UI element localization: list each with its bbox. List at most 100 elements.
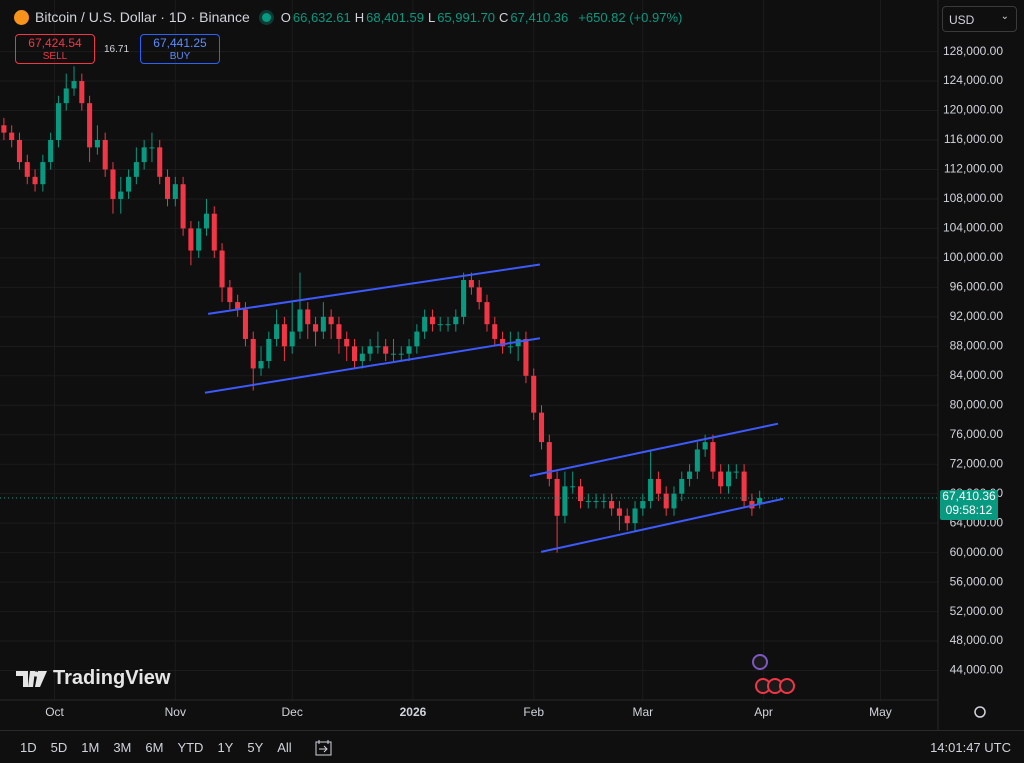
candle-body bbox=[79, 81, 85, 104]
y-tick-label: 96,000.00 bbox=[950, 280, 1004, 294]
candle-body bbox=[157, 147, 163, 177]
candle-body bbox=[414, 331, 420, 347]
ohlc-value: 68,401.59 bbox=[366, 9, 424, 25]
candle-body bbox=[196, 228, 202, 251]
x-tick-label: 2026 bbox=[400, 705, 427, 719]
last-price-box bbox=[940, 490, 998, 521]
sell-price: 67,424.54 bbox=[28, 36, 82, 50]
x-tick-label: May bbox=[869, 705, 892, 719]
event-icon bbox=[752, 654, 768, 670]
candle-body bbox=[87, 103, 93, 148]
candle-body bbox=[733, 471, 739, 473]
candle-body bbox=[648, 478, 654, 502]
candle-body bbox=[632, 508, 638, 524]
trendline bbox=[529, 422, 779, 477]
ohlc-value: 67,410.36 bbox=[510, 9, 569, 25]
y-tick-label: 48,000.00 bbox=[950, 633, 1004, 647]
bottom-toolbar: 1D 5D 1M 3M 6M YTD 1Y 5Y All 14:01:47 UTC bbox=[0, 730, 1024, 763]
candle-body bbox=[531, 375, 537, 413]
candle-body bbox=[437, 324, 443, 326]
candle-body bbox=[476, 287, 482, 303]
candle-body bbox=[562, 486, 568, 516]
range-button[interactable]: 5Y bbox=[247, 740, 264, 755]
change: +650.82 (+0.97%) bbox=[578, 9, 683, 25]
y-tick-label: 72,000.00 bbox=[950, 456, 1004, 470]
x-tick-label: Nov bbox=[165, 705, 186, 719]
clock[interactable]: 14:01:47 UTC bbox=[930, 740, 1011, 755]
buy-label: BUY bbox=[169, 51, 191, 62]
candle-body bbox=[9, 132, 15, 140]
x-tick-label: Dec bbox=[282, 705, 303, 719]
logo-icon bbox=[16, 670, 47, 687]
candle-body bbox=[687, 471, 693, 479]
candle-body bbox=[679, 478, 685, 494]
ohlc-key: C bbox=[499, 9, 509, 25]
candle-body bbox=[577, 486, 584, 502]
x-tick-label: Mar bbox=[632, 705, 653, 719]
candle-body bbox=[289, 331, 295, 347]
candle-body bbox=[546, 442, 552, 479]
candle-body bbox=[71, 81, 77, 89]
range-button[interactable]: 5D bbox=[50, 740, 68, 755]
candle-body bbox=[110, 169, 116, 199]
ohlc-key: O bbox=[280, 9, 291, 25]
candle-body bbox=[180, 184, 186, 229]
sell-button[interactable]: 67,424.54 SELL bbox=[15, 34, 95, 64]
currency-select[interactable]: USD ⌄ bbox=[942, 6, 1017, 32]
candle-body bbox=[725, 471, 732, 487]
candle-body bbox=[320, 316, 326, 332]
candle-body bbox=[624, 515, 630, 524]
candle-body bbox=[663, 493, 669, 509]
range-button[interactable]: 1Y bbox=[217, 740, 234, 755]
y-tick-label: 76,000.00 bbox=[950, 427, 1004, 441]
buy-price: 67,441.25 bbox=[153, 36, 207, 50]
candle-body bbox=[359, 353, 365, 362]
candle-body bbox=[344, 338, 350, 347]
market-status bbox=[261, 12, 271, 22]
y-tick-label: 124,000.00 bbox=[943, 73, 1003, 87]
candle-body bbox=[390, 353, 397, 355]
date-range-icon[interactable] bbox=[313, 739, 335, 757]
sell-label: SELL bbox=[42, 51, 68, 62]
x-tick-label: Oct bbox=[45, 705, 64, 719]
candle-body bbox=[694, 449, 700, 472]
y-tick-label: 80,000.00 bbox=[950, 397, 1004, 411]
candle-body bbox=[328, 316, 334, 325]
symbol: Bitcoin / U.S. Dollar · 1D · Binance bbox=[35, 9, 250, 25]
candle-body bbox=[133, 162, 139, 177]
range-button[interactable]: 1M bbox=[81, 740, 100, 755]
event-icon bbox=[779, 678, 795, 694]
candle-body bbox=[406, 346, 412, 354]
ohlc-value: 66,632.61 bbox=[292, 9, 351, 25]
candle-body bbox=[102, 140, 108, 170]
candle-body bbox=[398, 353, 404, 355]
range-button[interactable]: All bbox=[277, 740, 292, 755]
candle-body bbox=[640, 501, 646, 509]
candle-body bbox=[702, 442, 708, 450]
candle-body bbox=[48, 140, 54, 163]
candle-body bbox=[235, 302, 241, 310]
candle-body bbox=[453, 316, 459, 325]
candle-body bbox=[172, 184, 178, 199]
trendline bbox=[207, 263, 541, 315]
y-tick-label: 100,000.00 bbox=[943, 250, 1003, 264]
chart: 44,000.00 48,000.00 52,000.00 56,000.00 60,0… bbox=[0, 0, 1004, 730]
candle-body bbox=[718, 471, 724, 487]
candle-body bbox=[188, 228, 194, 251]
candle-body bbox=[655, 478, 661, 494]
range-button[interactable]: 1D bbox=[20, 740, 37, 755]
candle-body bbox=[242, 309, 248, 339]
settings-icon[interactable] bbox=[974, 706, 986, 718]
candle-body bbox=[55, 103, 61, 140]
range-button[interactable]: 6M bbox=[145, 740, 164, 755]
candle-body bbox=[609, 501, 615, 509]
buy-button[interactable]: 67,441.25 BUY bbox=[140, 34, 220, 64]
range-button[interactable]: 3M bbox=[113, 740, 132, 755]
ohlc-key: L bbox=[427, 9, 436, 25]
y-tick-label: 108,000.00 bbox=[943, 191, 1003, 205]
candle-body bbox=[141, 147, 147, 163]
range-button[interactable]: YTD bbox=[177, 740, 204, 755]
candle-body bbox=[422, 316, 428, 332]
candle-body bbox=[126, 176, 132, 192]
candle-body bbox=[757, 498, 763, 504]
